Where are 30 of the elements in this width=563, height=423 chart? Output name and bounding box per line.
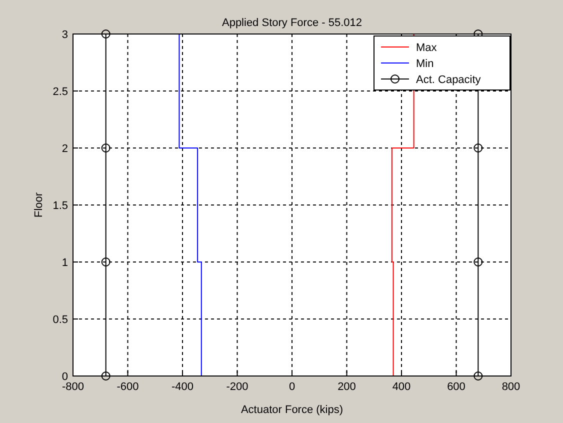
point [101,30,110,38]
chart-title: Applied Story Force - 55.012 [222,17,362,29]
x-tick-label: 200 [338,381,356,393]
legend-label: Min [416,58,434,70]
x-tick-label: 600 [447,381,466,393]
y-tick-label: 2.5 [52,86,68,98]
point [101,144,110,152]
y-tick-label: 1.5 [52,200,68,212]
x-axis-title: Actuator Force (kips) [240,404,344,416]
point [101,372,110,380]
y-tick-label: 0 [62,371,68,383]
y-tick-label: 3 [62,29,68,41]
x-tick-label: -200 [226,381,248,393]
point [101,258,110,266]
point [474,144,483,152]
x-tick-label: -800 [62,381,84,393]
point [474,372,483,380]
x-tick-label: 0 [288,381,296,393]
x-tick-label: 800 [502,381,520,393]
line-series [178,34,202,376]
y-tick-label: 2 [62,143,68,155]
y-tick-label: 0.5 [52,314,68,326]
y-axis-title: Floor [33,192,45,218]
point [474,258,483,266]
x-tick-label: -600 [116,381,139,393]
y-tick-label: 1 [62,257,68,269]
legend-label: Act. Capacity [416,74,482,86]
x-tick-label: -400 [171,381,194,393]
legend-label: Max [416,42,438,54]
x-tick-label: 400 [392,381,411,393]
